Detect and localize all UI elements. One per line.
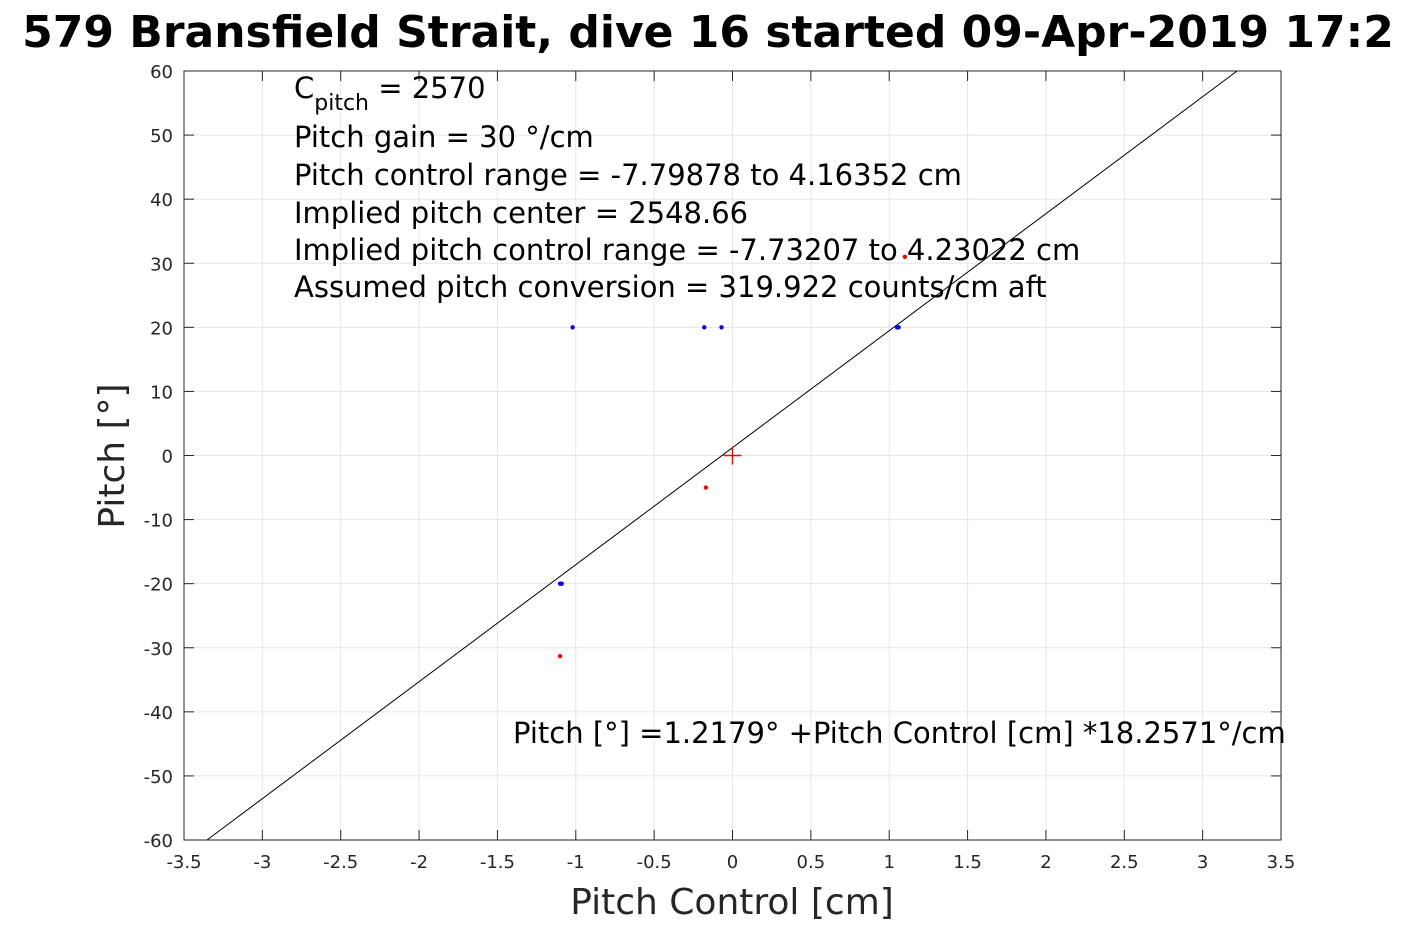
y-tick-label: 20: [150, 318, 173, 339]
cpitch-subscript: pitch: [314, 91, 369, 116]
pitch-gain-annotation: Pitch gain = 30 °/cm: [294, 120, 594, 154]
data-point: [570, 325, 575, 330]
data-point: [902, 254, 908, 260]
axis-ticks: [183, 70, 1282, 841]
chart-title: 579 Bransfield Strait, dive 16 started 0…: [22, 7, 1394, 58]
x-tick-label: 1: [883, 852, 894, 873]
y-tick-label: 0: [162, 447, 173, 468]
center-marker: [723, 446, 742, 465]
x-tick-label: -3.5: [166, 852, 201, 873]
cpitch-value: = 2570: [369, 71, 486, 105]
fit-line: [206, 70, 1238, 841]
grid-lines: [184, 71, 1281, 840]
x-tick-label: -1: [567, 852, 585, 873]
y-tick-label: 30: [150, 254, 173, 275]
x-tick-label: 2.5: [1110, 852, 1139, 873]
y-tick-label: -10: [144, 511, 173, 532]
cpitch-base: C: [294, 71, 314, 105]
y-tick-label: 10: [150, 382, 173, 403]
data-point: [719, 325, 724, 330]
x-tick-label: 1.5: [953, 852, 982, 873]
implied-range-annotation: Implied pitch control range = -7.73207 t…: [294, 233, 1080, 267]
y-tick-label: -60: [144, 831, 173, 852]
implied-center-annotation: Implied pitch center = 2548.66: [294, 196, 748, 230]
fit-equation-annotation: Pitch [°] =1.2179° +Pitch Control [cm] *…: [513, 716, 1286, 750]
data-point: [702, 325, 707, 330]
data-points: [557, 254, 908, 659]
x-tick-label: 0: [727, 852, 738, 873]
y-tick-label: -40: [144, 703, 173, 724]
y-tick-label: -30: [144, 639, 173, 660]
x-tick-label: -3: [253, 852, 271, 873]
y-axis-label: Pitch [°]: [92, 383, 133, 528]
tick-labels: -3.5 -3 -2.5 -2 -1.5 -1 -0.5 0 0.5 1 1.5 2 2.5 3 3.5 -6…: [144, 62, 1296, 873]
x-tick-label: 2: [1040, 852, 1051, 873]
y-tick-label: -20: [144, 575, 173, 596]
y-tick-label: -50: [144, 767, 173, 788]
y-tick-label: 60: [150, 62, 173, 83]
data-point: [559, 581, 564, 586]
x-tick-label: -2: [410, 852, 428, 873]
x-tick-label: 3.5: [1267, 852, 1296, 873]
x-tick-label: 3: [1197, 852, 1208, 873]
cpitch-annotation: Cpitch = 2570: [294, 71, 486, 116]
x-axis-label: Pitch Control [cm]: [570, 882, 894, 923]
data-point: [557, 653, 563, 659]
x-tick-label: 0.5: [797, 852, 826, 873]
y-tick-label: 40: [150, 190, 173, 211]
x-tick-label: -2.5: [323, 852, 358, 873]
data-point: [703, 485, 709, 490]
x-tick-label: -1.5: [480, 852, 515, 873]
data-point: [896, 325, 901, 330]
y-tick-label: 50: [150, 126, 173, 147]
x-tick-label: -0.5: [637, 852, 672, 873]
control-range-annotation: Pitch control range = -7.79878 to 4.1635…: [294, 158, 962, 192]
conversion-annotation: Assumed pitch conversion = 319.922 count…: [294, 270, 1047, 304]
